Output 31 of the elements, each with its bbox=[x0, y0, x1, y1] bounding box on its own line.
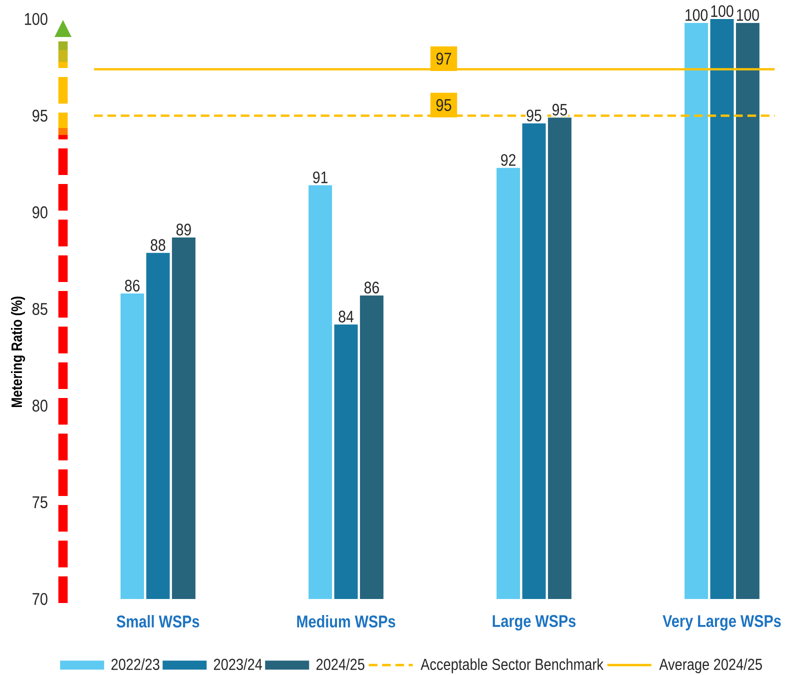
y-tick-label: 75 bbox=[32, 496, 48, 508]
data-label: 92 bbox=[501, 154, 516, 166]
legend-label: Acceptable Sector Benchmark bbox=[420, 658, 604, 674]
data-label: 95 bbox=[552, 104, 567, 116]
data-label: 86 bbox=[125, 280, 140, 292]
legend-label: 2024/25 bbox=[316, 658, 364, 670]
y-tick-label: 100 bbox=[24, 12, 48, 26]
annotation: 95 bbox=[436, 99, 452, 112]
data-label: 86 bbox=[364, 282, 379, 294]
annotation: 97 bbox=[436, 52, 452, 65]
legend-label: 2022/23 bbox=[111, 658, 160, 670]
data-label: 95 bbox=[526, 110, 542, 122]
legend-label: Average 2024/25 bbox=[659, 658, 762, 674]
x-tick-label: Large WSPs bbox=[492, 615, 576, 630]
y-axis-title: Metering Ratio (%) bbox=[11, 296, 26, 408]
data-label: 91 bbox=[313, 171, 328, 184]
y-tick-label: 85 bbox=[32, 302, 48, 316]
data-label: 100 bbox=[686, 9, 708, 21]
y-tick-label: 70 bbox=[32, 592, 48, 606]
y-tick-label: 95 bbox=[32, 110, 48, 122]
legend-label: 2023/24 bbox=[214, 658, 262, 670]
y-tick-label: 80 bbox=[32, 400, 48, 412]
x-tick-label: Small WSPs bbox=[116, 615, 200, 628]
x-tick-label: Medium WSPs bbox=[297, 615, 396, 628]
data-label: 84 bbox=[338, 310, 354, 322]
y-tick-label: 90 bbox=[32, 206, 48, 218]
x-tick-label: Very Large WSPs bbox=[662, 615, 781, 630]
data-label: 100 bbox=[711, 5, 734, 17]
data-label: 89 bbox=[176, 224, 191, 236]
data-label: 88 bbox=[150, 239, 166, 251]
data-label: 100 bbox=[736, 9, 759, 21]
